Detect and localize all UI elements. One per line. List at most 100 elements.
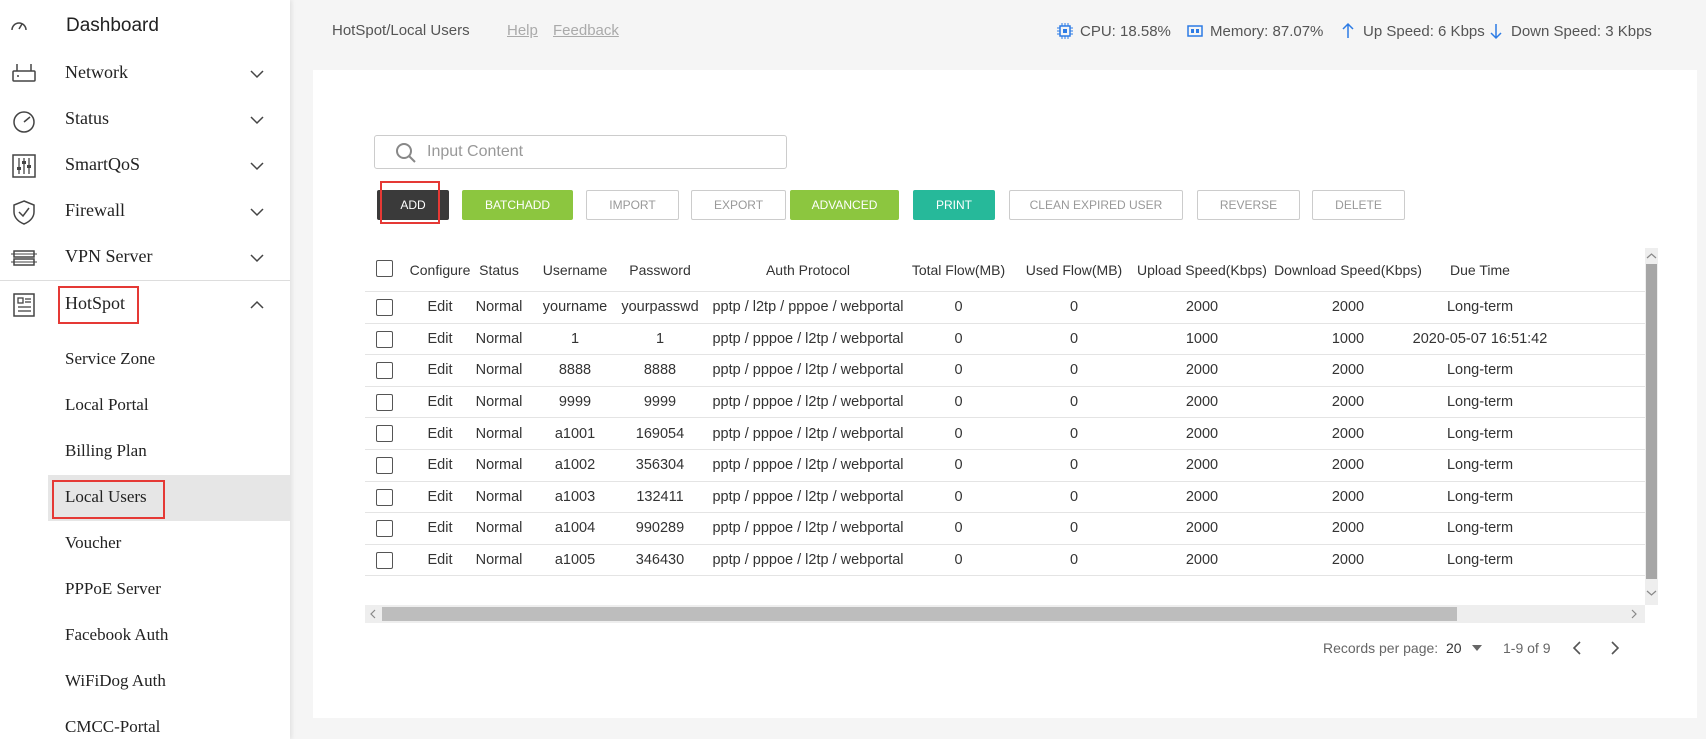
import-button[interactable]: IMPORT <box>586 190 679 220</box>
chevron-down-icon[interactable] <box>248 203 266 221</box>
hotspot-icon <box>13 293 35 317</box>
column-header-status: Status <box>479 261 519 278</box>
edit-link[interactable]: Edit <box>427 362 453 379</box>
chevron-down-icon[interactable] <box>248 111 266 129</box>
next-page-icon[interactable] <box>1608 640 1622 656</box>
chevron-up-icon[interactable] <box>248 296 266 314</box>
cpu-text: CPU: 18.58% <box>1080 22 1171 40</box>
sidebar-subitem-label: PPPoE Server <box>65 579 161 598</box>
sidebar-item-network[interactable]: Network <box>0 51 290 97</box>
row-checkbox[interactable] <box>376 488 393 506</box>
scroll-up-icon[interactable] <box>1646 251 1657 261</box>
row-checkbox[interactable] <box>376 299 393 316</box>
sidebar-subitem-label: Service Zone <box>65 349 156 368</box>
cell-auth-protocol: pptp / pppoe / l2tp / webportal <box>712 330 904 347</box>
feedback-link[interactable]: Feedback <box>553 22 619 39</box>
add-button[interactable]: ADD <box>377 190 449 220</box>
edit-link[interactable]: Edit <box>427 552 453 569</box>
search-icon <box>396 143 416 163</box>
print-button[interactable]: PRINT <box>913 190 995 220</box>
header: HotSpot/Local Users Help Feedback CPU: 1… <box>290 0 1706 64</box>
sidebar-subitem-local-users[interactable]: Local Users <box>48 475 290 521</box>
row-checkbox[interactable] <box>376 362 393 380</box>
row-checkbox[interactable] <box>376 551 393 569</box>
main-panel: ADD BATCHADD IMPORT EXPORT ADVANCED PRIN… <box>313 70 1697 718</box>
column-header-auth-protocol: Auth Protocol <box>765 261 851 278</box>
memory-stat: Memory: 87.07% <box>1186 22 1323 40</box>
edit-link[interactable]: Edit <box>427 488 453 505</box>
batchadd-button[interactable]: BATCHADD <box>462 190 573 220</box>
cell-status: Normal <box>475 520 523 537</box>
row-checkbox[interactable] <box>376 425 393 443</box>
sidebar-subitem-local-portal[interactable]: Local Portal <box>48 383 290 429</box>
sidebar-subitem-service-zone[interactable]: Service Zone <box>48 337 290 383</box>
sidebar-item-hotspot[interactable]: HotSpot <box>0 282 290 328</box>
cell-total-flow: 0 <box>954 362 963 379</box>
row-checkbox[interactable] <box>376 520 393 538</box>
memory-text: Memory: 87.07% <box>1210 22 1324 40</box>
cell-used-flow: 0 <box>1069 488 1079 505</box>
scroll-down-icon[interactable] <box>1646 588 1657 598</box>
per-page-select[interactable]: 20 <box>1446 640 1462 656</box>
edit-link[interactable]: Edit <box>427 457 453 474</box>
sliders-icon <box>12 154 36 178</box>
scroll-left-icon[interactable] <box>368 609 378 619</box>
sidebar-subitem-label: Voucher <box>65 533 122 552</box>
cell-auth-protocol: pptp / pppoe / l2tp / webportal <box>712 457 904 474</box>
sidebar-item-label: HotSpot <box>65 293 126 313</box>
sidebar-item-smartqos[interactable]: SmartQoS <box>0 143 290 189</box>
row-checkbox[interactable] <box>376 457 393 474</box>
chevron-down-icon[interactable] <box>248 249 266 267</box>
table-row: Edit Normal a1001 169054 pptp / pppoe / l2tp… <box>365 418 1645 450</box>
column-header-used-flow: Used Flow(MB) <box>1025 261 1123 278</box>
row-checkbox[interactable] <box>376 330 393 348</box>
vertical-scroll-thumb[interactable] <box>1646 264 1657 579</box>
sidebar-subitem-billing-plan[interactable]: Billing Plan <box>48 429 290 475</box>
cell-status: Normal <box>475 362 523 379</box>
cell-used-flow: 0 <box>1069 520 1079 537</box>
edit-link[interactable]: Edit <box>427 520 453 537</box>
prev-page-icon[interactable] <box>1570 640 1584 656</box>
edit-link[interactable]: Edit <box>427 330 453 347</box>
search-input[interactable] <box>425 138 775 166</box>
delete-button[interactable]: DELETE <box>1312 190 1405 220</box>
reverse-button[interactable]: REVERSE <box>1197 190 1300 220</box>
cell-total-flow: 0 <box>954 488 963 505</box>
edit-link[interactable]: Edit <box>427 299 453 316</box>
chevron-down-icon[interactable] <box>248 65 266 83</box>
vertical-scrollbar[interactable] <box>1645 248 1658 605</box>
sidebar-item-firewall[interactable]: Firewall <box>0 189 290 235</box>
sidebar-subitem-pppoe-server[interactable]: PPPoE Server <box>48 567 290 613</box>
chevron-down-icon[interactable] <box>248 157 266 175</box>
edit-link[interactable]: Edit <box>427 394 453 411</box>
select-all-checkbox[interactable] <box>376 260 393 277</box>
cell-status: Normal <box>475 330 523 347</box>
export-button[interactable]: EXPORT <box>691 190 786 220</box>
row-checkbox[interactable] <box>376 393 393 411</box>
sidebar-subitem-wifidog-auth[interactable]: WiFiDog Auth <box>48 659 290 705</box>
sidebar-item-dashboard[interactable]: Dashboard <box>0 0 290 52</box>
sidebar-item-vpn-server[interactable]: VPN Server <box>0 235 290 281</box>
horizontal-scrollbar[interactable] <box>365 605 1645 623</box>
sidebar: Dashboard Network Status SmartQoS Firewa… <box>0 0 290 739</box>
cell-password: yourpasswd <box>621 299 699 316</box>
cell-download-speed: 2000 <box>1331 520 1365 537</box>
up-speed-text: Up Speed: 6 Kbps <box>1363 22 1485 40</box>
advanced-button[interactable]: ADVANCED <box>790 190 899 220</box>
caret-down-icon[interactable] <box>1471 643 1483 653</box>
scroll-right-icon[interactable] <box>1629 609 1639 619</box>
cell-auth-protocol: pptp / pppoe / l2tp / webportal <box>712 425 904 442</box>
cell-password: 8888 <box>643 362 677 379</box>
horizontal-scroll-thumb[interactable] <box>382 607 1457 621</box>
sidebar-subitem-facebook-auth[interactable]: Facebook Auth <box>48 613 290 659</box>
sidebar-subitem-voucher[interactable]: Voucher <box>48 521 290 567</box>
sidebar-item-label: Status <box>65 108 110 128</box>
cell-auth-protocol: pptp / pppoe / l2tp / webportal <box>712 362 904 379</box>
edit-link[interactable]: Edit <box>427 425 453 442</box>
clean-expired-user-button[interactable]: CLEAN EXPIRED USER <box>1009 190 1183 220</box>
sidebar-subitem-cmcc-portal[interactable]: CMCC-Portal <box>48 705 290 739</box>
help-link[interactable]: Help <box>507 22 538 39</box>
sidebar-item-status[interactable]: Status <box>0 97 290 143</box>
table-header-row: Configure Status Username Password Auth Prot… <box>365 248 1645 292</box>
sidebar-item-label: Firewall <box>65 200 125 220</box>
